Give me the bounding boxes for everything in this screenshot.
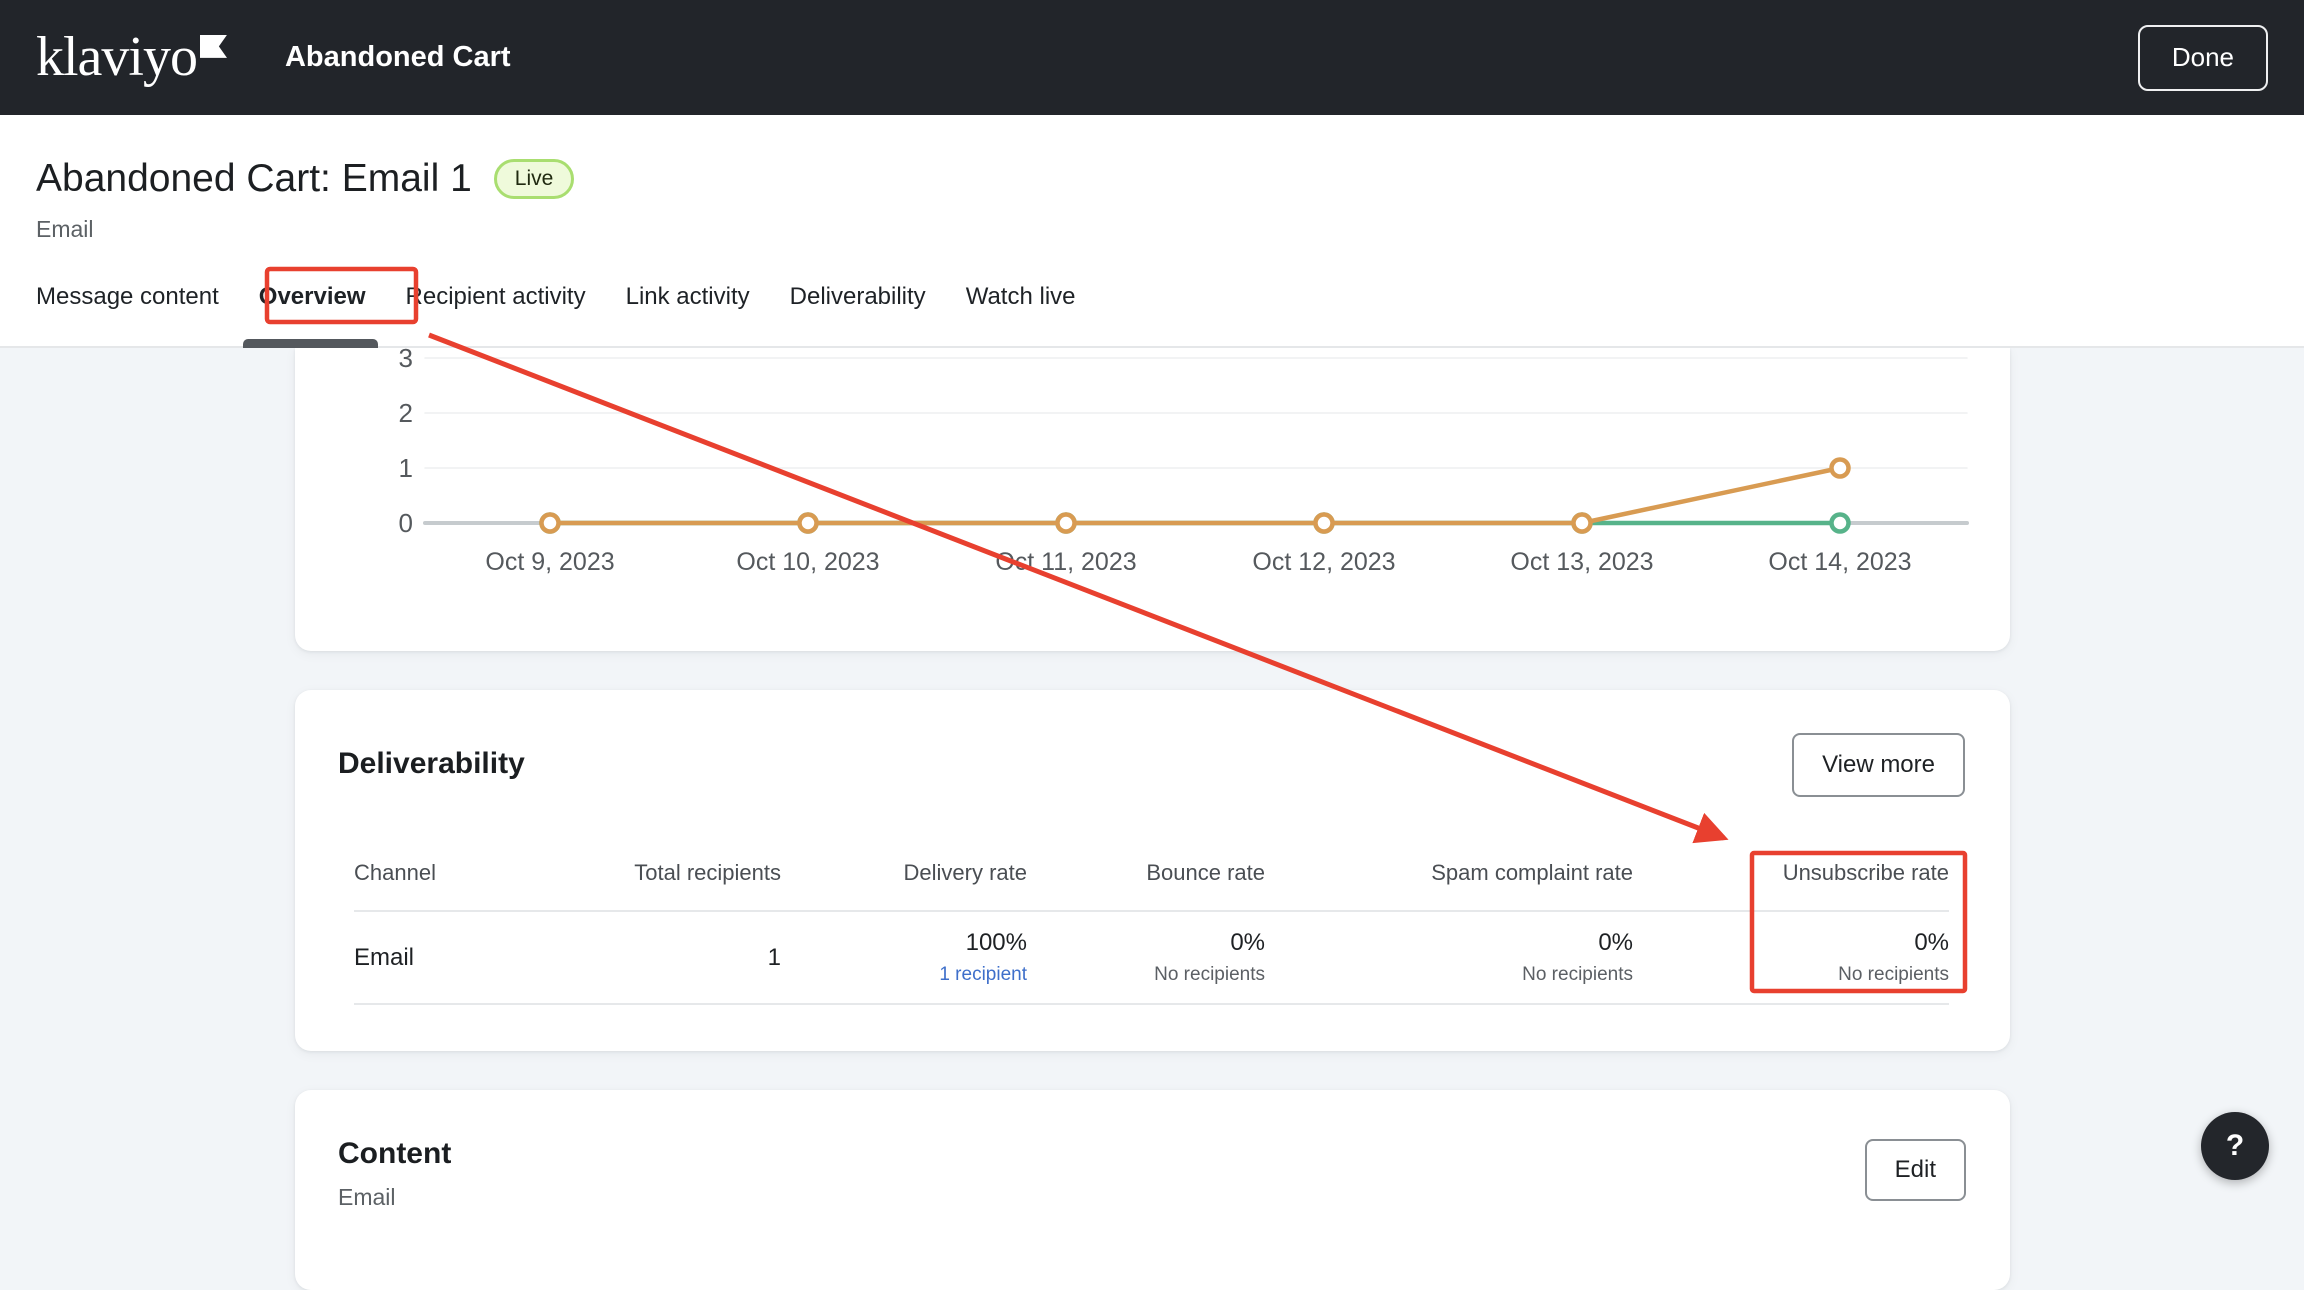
svg-text:Oct 12, 2023: Oct 12, 2023 [1252, 548, 1395, 576]
klaviyo-flag-icon [199, 34, 227, 58]
svg-text:Oct 11, 2023: Oct 11, 2023 [995, 548, 1136, 576]
topbar: klaviyo Abandoned Cart Done [0, 0, 2304, 115]
page-title: Abandoned Cart: Email 1 [36, 157, 472, 200]
svg-text:Oct 9, 2023: Oct 9, 2023 [485, 548, 614, 576]
content-subtitle: Email [338, 1184, 396, 1210]
svg-text:2: 2 [399, 398, 413, 428]
svg-text:Oct 10, 2023: Oct 10, 2023 [736, 548, 879, 576]
unsubscribe-rate-sub: No recipients [1838, 964, 1949, 985]
cell-unsubscribe-rate: 0% No recipients [1633, 912, 1949, 1005]
svg-text:0: 0 [399, 508, 413, 538]
tab-overview[interactable]: Overview [242, 268, 378, 348]
tab-recipient-activity[interactable]: Recipient activity [405, 283, 586, 310]
tab-deliverability[interactable]: Deliverability [789, 283, 926, 310]
klaviyo-logo[interactable]: klaviyo [36, 25, 227, 88]
cell-bounce-rate: 0% No recipients [1027, 912, 1265, 1005]
tab-message-content[interactable]: Message content [36, 283, 219, 310]
recipient-count-link[interactable]: 1 recipient [939, 964, 1027, 985]
cell-total-recipients: 1 [554, 912, 781, 1005]
topbar-title: Abandoned Cart [284, 41, 511, 73]
tab-watch-live[interactable]: Watch live [965, 283, 1076, 310]
status-badge: Live [493, 159, 575, 199]
performance-chart: 3 2 1 0 Oct 9, 2023 Oct 10, 2023 Oct 11, 2023 O… [295, 348, 2010, 651]
done-button[interactable]: Done [2137, 24, 2268, 91]
performance-chart-card: 3 2 1 0 Oct 9, 2023 Oct 10, 2023 Oct 11, 2023 O… [295, 348, 2010, 651]
col-header-unsubscribe-rate: Unsubscribe rate [1633, 840, 1949, 912]
page-subtitle: Email [36, 216, 94, 242]
svg-text:1: 1 [399, 453, 413, 483]
view-more-button[interactable]: View more [1792, 733, 1965, 797]
total-recipients-value: 1 [767, 943, 781, 971]
bounce-rate-sub: No recipients [1154, 964, 1265, 985]
col-header-total-recipients: Total recipients [554, 840, 781, 912]
deliverability-table: Channel Total recipients Delivery rate B… [354, 840, 1949, 1005]
content-card: Content Email Edit [295, 1090, 2010, 1290]
cell-delivery-rate: 100% 1 recipient [781, 912, 1027, 1005]
spam-rate-value: 0% [1598, 929, 1633, 956]
cell-spam-complaint-rate: 0% No recipients [1265, 912, 1633, 1005]
tab-link-activity[interactable]: Link activity [625, 283, 750, 310]
unsubscribe-rate-value: 0% [1914, 929, 1949, 956]
edit-button[interactable]: Edit [1864, 1139, 1966, 1201]
help-button[interactable]: ? [2201, 1112, 2269, 1180]
spam-rate-sub: No recipients [1522, 964, 1633, 985]
svg-text:Oct 13, 2023: Oct 13, 2023 [1510, 548, 1653, 576]
col-header-channel: Channel [354, 840, 554, 912]
svg-text:3: 3 [399, 348, 413, 373]
klaviyo-logo-text: klaviyo [36, 25, 198, 88]
bounce-rate-value: 0% [1230, 929, 1265, 956]
channel-value: Email [354, 943, 415, 971]
svg-text:Oct 14, 2023: Oct 14, 2023 [1768, 548, 1911, 576]
deliverability-card: Deliverability View more Channel Total r… [295, 690, 2010, 1051]
orange-series-line [539, 457, 1851, 534]
line-chart-svg: 3 2 1 0 Oct 9, 2023 Oct 10, 2023 Oct 11, 2023 O… [399, 348, 1969, 576]
cell-channel: Email [354, 912, 554, 1005]
tabs: Message content Overview Recipient activit… [36, 268, 1076, 348]
page-header: Abandoned Cart: Email 1 Live Email Messa… [0, 115, 2304, 348]
content-heading: Content [338, 1137, 452, 1170]
col-header-delivery-rate: Delivery rate [781, 840, 1027, 912]
col-header-bounce-rate: Bounce rate [1027, 840, 1265, 912]
delivery-rate-value: 100% [965, 929, 1027, 956]
deliverability-heading: Deliverability [338, 747, 525, 780]
col-header-spam-complaint-rate: Spam complaint rate [1265, 840, 1633, 912]
